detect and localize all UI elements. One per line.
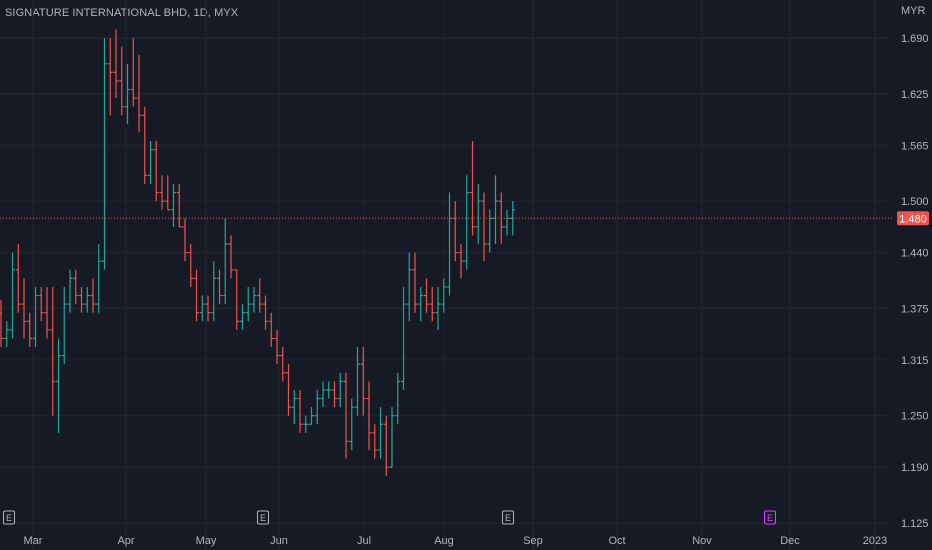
x-tick-label: Nov — [692, 535, 712, 547]
earnings-marker-label: E — [505, 513, 511, 523]
earnings-marker-label: E — [6, 513, 12, 523]
y-tick-label: 1.690 — [901, 33, 929, 45]
y-tick-label: 1.375 — [901, 303, 929, 315]
current-price-label: 1.480 — [899, 213, 927, 225]
earnings-marker-label: E — [260, 513, 266, 523]
x-tick-label: Mar — [24, 535, 43, 547]
chart-title: SIGNATURE INTERNATIONAL BHD, 1D, MYX — [5, 7, 239, 19]
x-tick-label: Sep — [523, 535, 543, 547]
y-tick-label: 1.190 — [901, 462, 929, 474]
x-tick-label: Jul — [357, 535, 371, 547]
current-price-tag — [897, 211, 929, 226]
y-tick-label: 1.440 — [901, 248, 929, 260]
y-tick-label: 1.125 — [901, 518, 929, 530]
x-tick-label: Jun — [270, 535, 288, 547]
earnings-marker — [257, 510, 269, 525]
x-tick-label: May — [196, 535, 217, 547]
x-tick-label: Dec — [780, 535, 800, 547]
x-tick-label: Apr — [117, 535, 134, 547]
earnings-marker — [502, 510, 514, 525]
y-tick-label: 1.500 — [901, 196, 929, 208]
earnings-marker-label: E — [767, 513, 773, 523]
x-tick-label: 2023 — [863, 535, 887, 547]
currency-label: MYR — [901, 5, 926, 17]
earnings-marker — [764, 510, 776, 525]
earnings-marker — [3, 510, 15, 525]
x-tick-label: Aug — [434, 535, 454, 547]
y-tick-label: 1.315 — [901, 355, 929, 367]
y-tick-label: 1.565 — [901, 140, 929, 152]
y-tick-label: 1.250 — [901, 411, 929, 423]
x-tick-label: Oct — [608, 535, 625, 547]
y-tick-label: 1.625 — [901, 89, 929, 101]
